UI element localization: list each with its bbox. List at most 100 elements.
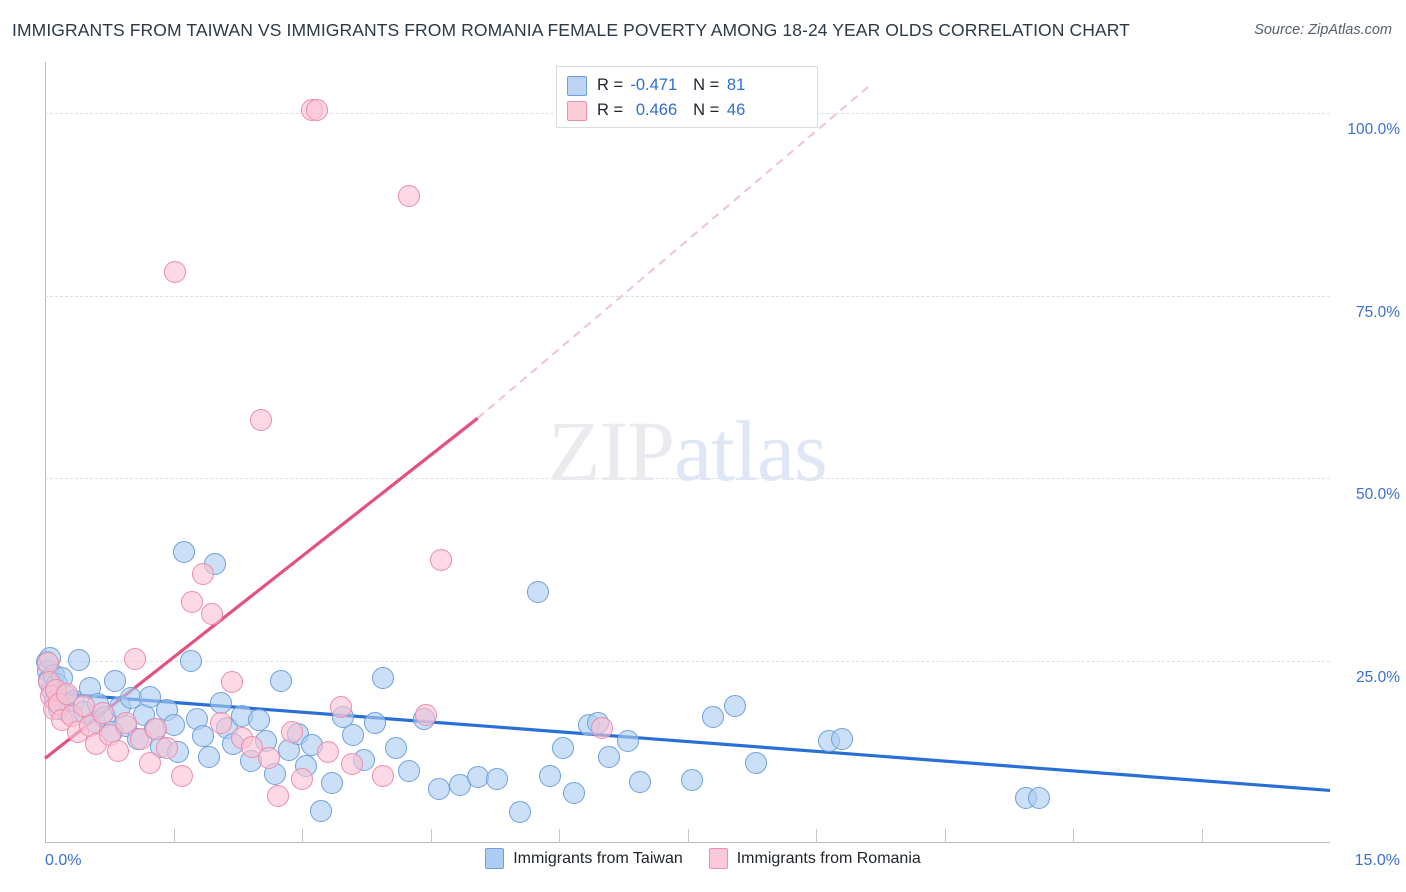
trend-line-immigrants-from-taiwan <box>44 691 1331 793</box>
plot-area <box>35 62 1331 843</box>
x-axis-tick <box>1201 829 1203 843</box>
r-value-taiwan: -0.471 <box>630 76 678 94</box>
x-axis-tick <box>173 829 175 843</box>
data-point <box>179 649 202 672</box>
data-point <box>171 764 194 787</box>
series-legend: Immigrants from Taiwan Immigrants from R… <box>0 848 1406 869</box>
trend-extension-immigrants-from-romania <box>476 83 873 419</box>
legend-swatch-taiwan <box>567 75 587 96</box>
data-point <box>526 580 549 603</box>
data-point <box>106 740 129 763</box>
data-point <box>280 721 303 744</box>
data-point <box>115 712 138 735</box>
data-point <box>563 782 586 805</box>
data-point <box>92 702 115 725</box>
legend-row-romania: R = 0.466 N = 46 <box>567 98 807 123</box>
data-point <box>267 785 289 808</box>
x-axis-tick <box>1073 829 1074 843</box>
legend-swatch-romania <box>567 100 587 121</box>
data-point <box>248 709 271 732</box>
data-point <box>192 563 215 586</box>
x-axis-tick <box>687 829 689 843</box>
data-point <box>340 753 363 776</box>
data-point <box>745 751 768 774</box>
data-point <box>466 766 489 789</box>
x-axis-tick <box>816 829 817 843</box>
data-point <box>320 772 343 795</box>
x-axis-min-label: 0.0% <box>45 852 82 869</box>
data-point <box>138 686 161 709</box>
legend-stats-taiwan: R = -0.471 N = 81 <box>597 76 745 95</box>
data-point <box>629 770 652 793</box>
gridline-25 <box>45 660 1330 662</box>
series-legend-item-romania[interactable]: Immigrants from Romania <box>708 848 921 869</box>
page-title: IMMIGRANTS FROM TAIWAN VS IMMIGRANTS FRO… <box>12 20 1130 40</box>
x-axis-max-label: 15.0% <box>1354 852 1400 869</box>
data-point <box>372 764 395 787</box>
data-point <box>258 747 281 770</box>
data-point <box>220 671 243 694</box>
data-point <box>616 729 639 752</box>
data-point <box>509 801 532 824</box>
data-point <box>172 541 195 564</box>
x-axis-tick <box>302 829 303 843</box>
data-point <box>830 728 853 751</box>
data-point <box>385 737 408 760</box>
legend-row-taiwan: R = -0.471 N = 81 <box>567 73 807 98</box>
data-point <box>104 669 127 692</box>
data-point <box>249 408 272 431</box>
y-tick-label: 100.0% <box>1347 121 1400 139</box>
y-axis-line <box>45 62 46 843</box>
gridline-50 <box>45 478 1330 480</box>
data-point <box>316 741 339 764</box>
data-point <box>164 261 187 284</box>
y-tick-label: 50.0% <box>1356 486 1400 504</box>
data-point <box>56 683 79 706</box>
series-label-romania: Immigrants from Romania <box>736 849 921 867</box>
n-label-taiwan: N = <box>693 76 720 94</box>
data-point <box>306 99 329 122</box>
data-point <box>291 767 313 790</box>
data-point <box>702 706 725 729</box>
data-point <box>680 769 703 792</box>
series-swatch-romania <box>708 848 728 869</box>
r-label-romania: R = <box>597 101 624 119</box>
data-point <box>68 648 91 671</box>
data-point <box>590 716 613 739</box>
data-point <box>145 718 168 741</box>
data-point <box>138 751 161 774</box>
series-label-taiwan: Immigrants from Taiwan <box>513 849 683 867</box>
series-legend-item-taiwan[interactable]: Immigrants from Taiwan <box>485 848 683 869</box>
data-point <box>155 737 178 760</box>
data-point <box>198 745 221 768</box>
data-point <box>181 591 204 614</box>
data-point <box>428 777 451 800</box>
gridline-75 <box>45 295 1330 297</box>
n-label-romania: N = <box>693 101 720 119</box>
data-point <box>363 712 386 735</box>
data-point <box>241 735 264 758</box>
data-point <box>398 185 421 208</box>
data-point <box>372 667 395 690</box>
data-point <box>309 799 332 822</box>
data-point <box>429 548 452 571</box>
data-point <box>72 694 95 717</box>
legend-stats-romania: R = 0.466 N = 46 <box>597 101 745 120</box>
data-point <box>552 737 575 760</box>
data-point <box>1027 786 1050 809</box>
r-label-taiwan: R = <box>597 76 624 94</box>
data-point <box>209 712 232 735</box>
data-point <box>209 691 232 714</box>
x-axis-tick <box>430 829 432 843</box>
data-point <box>270 669 293 692</box>
data-point <box>123 648 146 671</box>
x-axis-tick <box>944 829 946 843</box>
data-point <box>539 764 562 787</box>
data-point <box>398 760 421 783</box>
data-point <box>415 703 438 726</box>
source-label: Source: ZipAtlas.com <box>1254 22 1392 38</box>
correlation-legend: R = -0.471 N = 81 R = 0.466 N = 46 <box>556 66 818 128</box>
series-swatch-taiwan <box>485 848 505 869</box>
data-point <box>329 696 352 719</box>
